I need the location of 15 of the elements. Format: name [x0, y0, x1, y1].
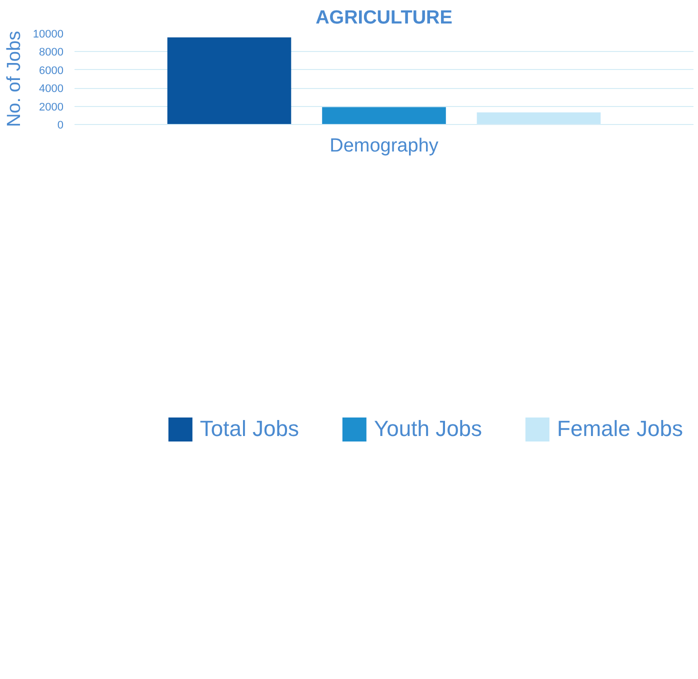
chart-title: AGRICULTURE: [316, 8, 452, 28]
y-axis-title: No. of Jobs: [4, 30, 25, 128]
y-tick-label: 2000: [39, 101, 64, 114]
bar: [167, 37, 292, 124]
y-tick-label: 8000: [39, 46, 64, 59]
legend-label: Youth Jobs: [374, 416, 482, 442]
bar: [322, 107, 446, 124]
legend-label: Total Jobs: [200, 416, 299, 442]
y-tick-label: 6000: [39, 64, 64, 77]
legend-label: Female Jobs: [557, 416, 683, 442]
x-axis-title: Demography: [330, 136, 439, 156]
y-tick-label: 4000: [39, 83, 64, 96]
y-tick-label: 0: [57, 120, 64, 132]
y-tick-label: 10000: [32, 28, 64, 40]
bar: [476, 112, 601, 124]
